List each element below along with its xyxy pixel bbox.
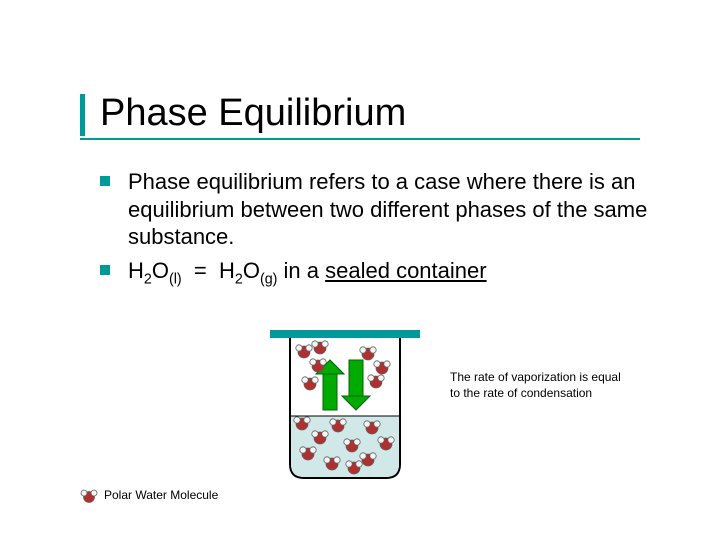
- title-accent-bar: [80, 94, 85, 136]
- list-item: H2O(l) = H2O(g) in a sealed container: [100, 257, 670, 289]
- footer-molecule-icon: [80, 488, 98, 509]
- equilibrium-diagram: [260, 320, 430, 500]
- bullet-list: Phase equilibrium refers to a case where…: [100, 168, 670, 295]
- slide-title: Phase Equilibrium: [100, 92, 406, 135]
- bullet-text-1: Phase equilibrium refers to a case where…: [128, 168, 670, 251]
- footer-label: Polar Water Molecule: [104, 488, 218, 502]
- bullet-icon: [100, 176, 110, 186]
- bullet-icon: [100, 265, 110, 275]
- bullet-text-2: H2O(l) = H2O(g) in a sealed container: [128, 257, 487, 289]
- diagram-caption: The rate of vaporization is equal to the…: [450, 370, 630, 401]
- title-underline: [80, 138, 640, 140]
- list-item: Phase equilibrium refers to a case where…: [100, 168, 670, 251]
